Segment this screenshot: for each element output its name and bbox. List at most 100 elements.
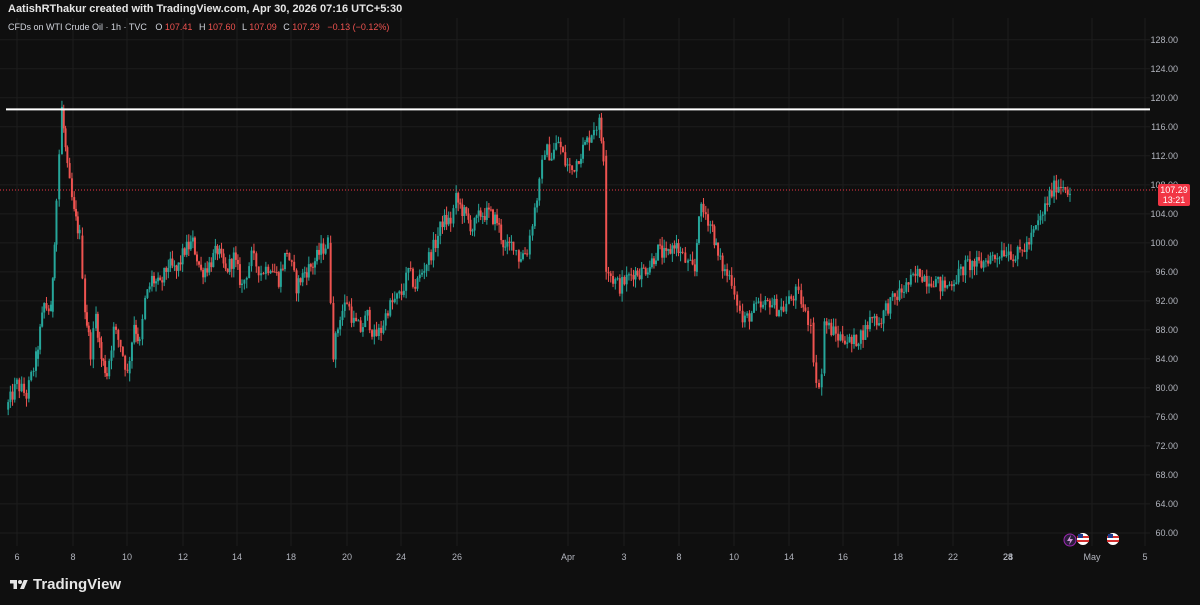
time-axis-tick: 20	[342, 552, 352, 562]
candle-body	[355, 317, 358, 322]
candle-body	[907, 282, 910, 285]
candle-body	[498, 223, 501, 225]
candle-body	[661, 245, 664, 258]
candle-body	[957, 268, 960, 283]
candle-body	[893, 293, 896, 297]
candle-body	[785, 303, 788, 312]
candle-body	[736, 294, 739, 306]
candle-body	[667, 249, 670, 251]
candle-body	[112, 326, 115, 351]
candle-body	[728, 275, 731, 277]
candle-body	[216, 245, 219, 255]
candle-body	[566, 164, 569, 166]
candle-body	[271, 271, 274, 273]
candle-body	[650, 258, 653, 268]
time-axis-tick: 5	[1142, 552, 1147, 562]
candle-body	[971, 261, 974, 271]
candle-body	[316, 249, 319, 262]
candle-body	[329, 242, 332, 303]
candle-body	[487, 207, 490, 210]
candle-body	[126, 369, 129, 371]
candle-body	[946, 285, 949, 288]
candle-body	[436, 235, 439, 249]
chart-background	[0, 18, 1200, 563]
price-chart[interactable]: 128.00124.00120.00116.00112.00108.00104.…	[0, 18, 1200, 563]
candle-body	[738, 305, 741, 311]
candle-body	[855, 334, 858, 347]
time-axis-tick: 26	[452, 552, 462, 562]
candle-body	[234, 252, 237, 260]
us-flag-event-icon[interactable]	[1077, 533, 1089, 545]
candles	[7, 100, 1071, 416]
candle-body	[169, 258, 172, 268]
candle-body	[136, 333, 139, 342]
candle-body	[191, 237, 194, 242]
candle-body	[884, 303, 887, 311]
candle-body	[928, 283, 931, 287]
candle-body	[427, 252, 430, 265]
candle-body	[762, 304, 765, 308]
legend-high-label: H	[199, 22, 206, 32]
candle-body	[707, 214, 710, 226]
candle-body	[697, 216, 700, 244]
price-axis[interactable]: 128.00124.00120.00116.00112.00108.00104.…	[1150, 35, 1178, 538]
candle-body	[671, 245, 674, 254]
footer: TradingView	[0, 565, 1200, 605]
price-axis-tick: 104.00	[1150, 209, 1178, 219]
candle-body	[320, 243, 323, 255]
candle-body	[439, 221, 442, 236]
candle-body	[555, 143, 558, 150]
candle-body	[368, 309, 371, 331]
candle-body	[100, 342, 103, 360]
candle-body	[459, 202, 462, 205]
candle-body	[343, 302, 346, 311]
candle-body	[68, 163, 71, 179]
candle-body	[167, 267, 170, 272]
candle-body	[159, 277, 162, 281]
candle-body	[405, 272, 408, 291]
candle-body	[642, 267, 645, 269]
chart-area[interactable]: 128.00124.00120.00116.00112.00108.00104.…	[0, 18, 1200, 563]
candle-body	[605, 155, 608, 272]
candle-body	[220, 248, 223, 254]
candle-body	[616, 278, 619, 280]
candle-body	[138, 339, 141, 342]
candle-body	[681, 251, 684, 253]
candle-body	[357, 320, 360, 322]
candle-body	[124, 355, 127, 370]
candle-body	[218, 248, 221, 255]
candle-body	[195, 254, 198, 262]
candle-body	[1028, 242, 1031, 245]
candle-body	[948, 284, 951, 286]
candle-body	[609, 273, 612, 276]
candle-body	[232, 252, 235, 269]
candle-body	[590, 135, 593, 143]
candle-body	[1053, 180, 1056, 197]
candle-body	[843, 340, 846, 344]
candle-body	[130, 342, 133, 361]
candle-body	[171, 258, 174, 266]
candle-body	[510, 241, 513, 243]
tradingview-logo[interactable]: TradingView	[10, 576, 121, 593]
candle-body	[226, 268, 229, 273]
candle-body	[1043, 203, 1046, 215]
candle-body	[157, 277, 160, 282]
candle-body	[250, 250, 253, 267]
candle-body	[964, 260, 967, 276]
candle-body	[481, 216, 484, 218]
candle-body	[290, 260, 293, 262]
candle-body	[930, 283, 933, 287]
candle-body	[181, 248, 184, 265]
candle-body	[1059, 186, 1062, 189]
candle-body	[27, 380, 30, 399]
candle-body	[411, 268, 414, 287]
price-axis-tick: 112.00	[1151, 151, 1178, 161]
us-flag-event-icon[interactable]	[1107, 533, 1119, 545]
candle-body	[430, 252, 433, 261]
candle-body	[797, 286, 800, 291]
candle-body	[982, 261, 985, 268]
candle-body	[577, 161, 580, 164]
candle-body	[447, 217, 450, 225]
lightning-event-icon[interactable]	[1063, 533, 1077, 547]
